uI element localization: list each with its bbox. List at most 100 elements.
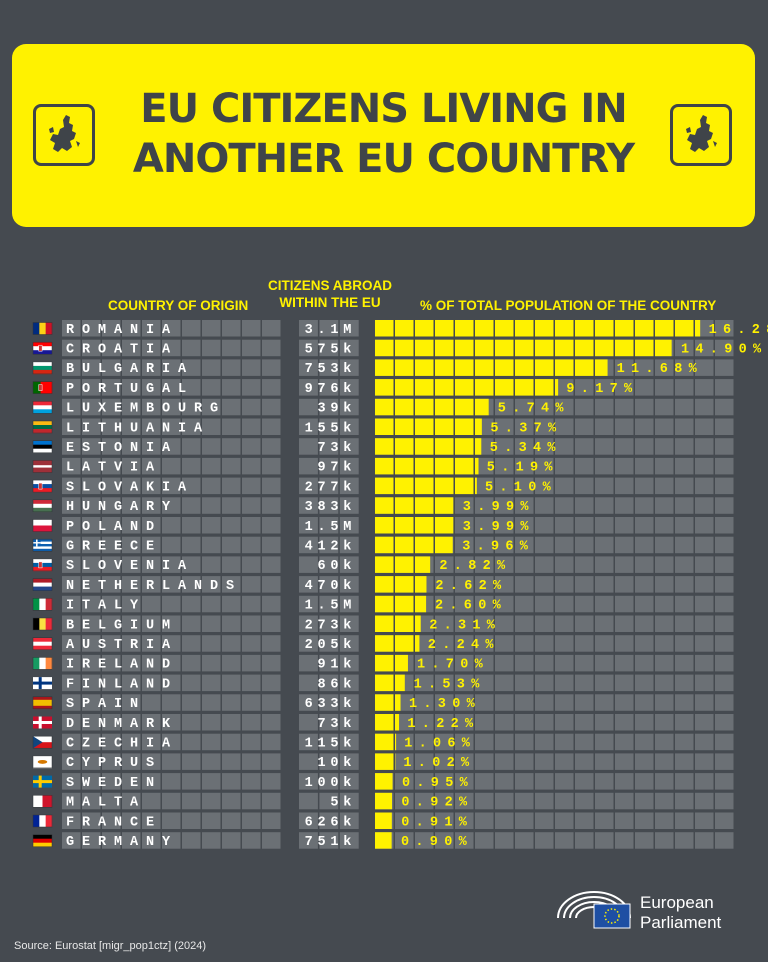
bar-cell	[535, 556, 554, 573]
bar-cell	[655, 615, 674, 632]
bar-fill	[395, 536, 414, 554]
netherlands-flag	[32, 578, 53, 591]
bar-fill	[415, 536, 434, 554]
bar-fill	[395, 576, 414, 593]
bar-cell	[595, 595, 614, 613]
bar-cell	[695, 497, 714, 514]
bar-cell	[715, 359, 734, 376]
country-cell	[102, 359, 121, 376]
bar-cell	[675, 536, 694, 554]
country-cell	[62, 497, 81, 514]
bar-cell	[595, 438, 614, 455]
country-cell	[142, 792, 161, 810]
bar-fill	[395, 674, 405, 692]
bar-cell	[455, 832, 474, 849]
bar-cell	[535, 595, 554, 613]
bar-fill	[695, 320, 701, 337]
country-cell	[142, 635, 161, 652]
percent-label: 11.68%	[617, 362, 703, 377]
bar-cell	[475, 477, 494, 495]
country-cell	[122, 753, 141, 770]
bar-fill	[435, 517, 454, 534]
bar-fill	[395, 595, 414, 613]
country-cell	[102, 753, 121, 770]
bar-cell	[695, 359, 714, 376]
bar-cell	[615, 517, 634, 534]
bar-cell	[395, 812, 414, 829]
bar-fill	[375, 320, 394, 337]
bar-cell	[635, 379, 654, 396]
citizens-cell	[299, 477, 318, 495]
france-flag	[32, 814, 53, 828]
bar-cell	[435, 654, 454, 672]
citizens-cell	[299, 556, 318, 573]
bar-fill	[415, 635, 420, 652]
bar-fill	[375, 477, 394, 495]
bar-fill	[395, 635, 414, 652]
country-cell	[82, 714, 101, 731]
bar-fill	[415, 556, 431, 573]
bar-cell	[435, 832, 454, 849]
bar-fill	[555, 359, 574, 376]
country-cell	[82, 733, 101, 751]
bar-fill	[655, 339, 672, 357]
bar-fill	[415, 457, 434, 475]
country-cell	[102, 438, 121, 455]
citizens-value: 273k	[305, 618, 357, 633]
country-cell	[162, 517, 181, 534]
country-cell	[62, 320, 81, 337]
country-cell	[222, 576, 241, 593]
bar-cell	[475, 753, 494, 770]
country-cell	[222, 792, 241, 810]
country-cell	[162, 339, 181, 357]
bar-fill	[395, 654, 408, 672]
country-cell	[242, 438, 261, 455]
column-header-citizens-line2: WITHIN THE EU	[279, 295, 381, 310]
bar-fill	[375, 733, 394, 751]
country-cell	[202, 556, 221, 573]
bar-cell	[535, 733, 554, 751]
citizens-cell	[299, 438, 318, 455]
country-cell	[122, 773, 141, 790]
bar-cell	[515, 714, 534, 731]
country-cell	[82, 674, 101, 692]
country-cell	[182, 379, 201, 396]
country-cell	[82, 694, 101, 711]
country-cell	[82, 556, 101, 573]
bar-fill	[495, 379, 514, 396]
eu-map-icon	[33, 104, 95, 166]
bar-cell	[575, 773, 594, 790]
bar-fill	[375, 576, 394, 593]
citizens-cell	[299, 595, 318, 613]
bar-fill	[455, 418, 474, 435]
country-label: ITALY	[66, 599, 146, 614]
country-label: LUXEMBOURG	[66, 402, 226, 417]
bar-fill	[415, 517, 434, 534]
bar-cell	[655, 753, 674, 770]
country-cell	[182, 477, 201, 495]
country-cell	[82, 398, 101, 416]
bar-cell	[455, 812, 474, 829]
country-cell	[142, 654, 161, 672]
percent-label: 9.17%	[566, 382, 638, 397]
bar-cell	[655, 556, 674, 573]
country-cell	[222, 694, 241, 711]
bar-cell	[495, 773, 514, 790]
country-cell	[222, 320, 241, 337]
bar-cell	[715, 753, 734, 770]
citizens-cell	[299, 320, 318, 337]
bar-cell	[595, 812, 614, 829]
country-cell	[202, 714, 221, 731]
bar-cell	[615, 379, 634, 396]
bar-cell	[435, 615, 454, 632]
bar-cell	[635, 733, 654, 751]
bar-cell	[635, 477, 654, 495]
bar-cell	[675, 733, 694, 751]
bar-cell	[715, 733, 734, 751]
bar-cell	[575, 654, 594, 672]
bar-fill	[395, 477, 414, 495]
bar-cell	[715, 792, 734, 810]
country-cell	[122, 674, 141, 692]
citizens-cell	[319, 497, 339, 514]
country-cell	[182, 773, 201, 790]
